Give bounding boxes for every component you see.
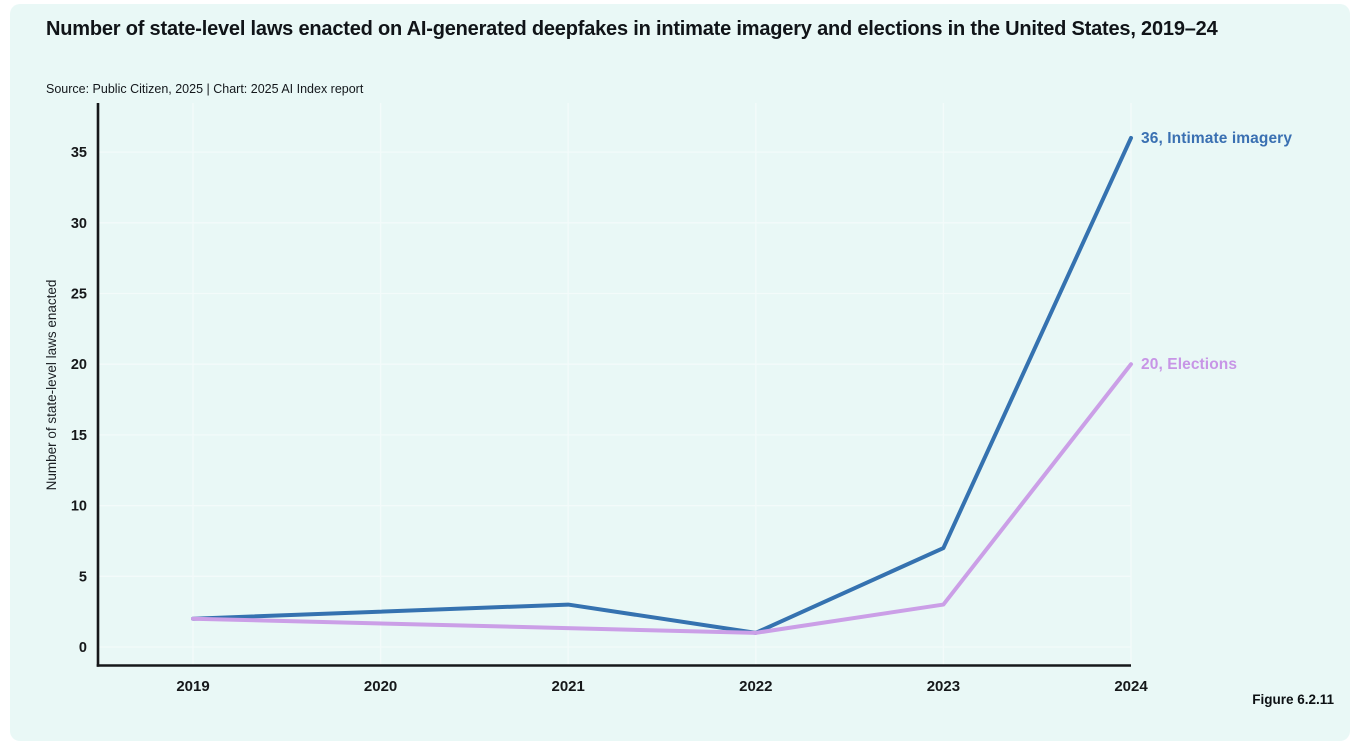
figure-number: Figure 6.2.11 xyxy=(1252,692,1334,707)
y-tick-label: 10 xyxy=(71,499,87,515)
y-tick-label: 5 xyxy=(79,569,87,585)
series-end-label-intimate-imagery: 36, Intimate imagery xyxy=(1141,130,1292,147)
y-tick-label: 30 xyxy=(71,216,87,232)
series-line-intimate-imagery xyxy=(191,135,1133,635)
chart-source: Source: Public Citizen, 2025 | Chart: 20… xyxy=(46,82,364,96)
y-tick-label: 0 xyxy=(79,640,87,656)
series-end-label-elections: 20, Elections xyxy=(1141,356,1237,373)
x-tick-label: 2022 xyxy=(739,678,772,695)
x-tick-label: 2019 xyxy=(176,678,209,695)
series-line-elections xyxy=(191,362,1133,635)
y-tick-label: 25 xyxy=(71,287,87,303)
y-axis-title: Number of state-level laws enacted xyxy=(44,280,59,491)
y-tick-label: 20 xyxy=(71,357,87,373)
x-tick-label: 2020 xyxy=(364,678,397,695)
x-tick-label: 2021 xyxy=(552,678,585,695)
x-tick-label: 2024 xyxy=(1114,678,1148,695)
x-tick-label: 2023 xyxy=(927,678,960,695)
chart-title: Number of state-level laws enacted on AI… xyxy=(46,18,1218,40)
y-tick-label: 35 xyxy=(71,145,87,161)
y-tick-label: 15 xyxy=(71,428,87,444)
gridlines xyxy=(98,103,1132,665)
